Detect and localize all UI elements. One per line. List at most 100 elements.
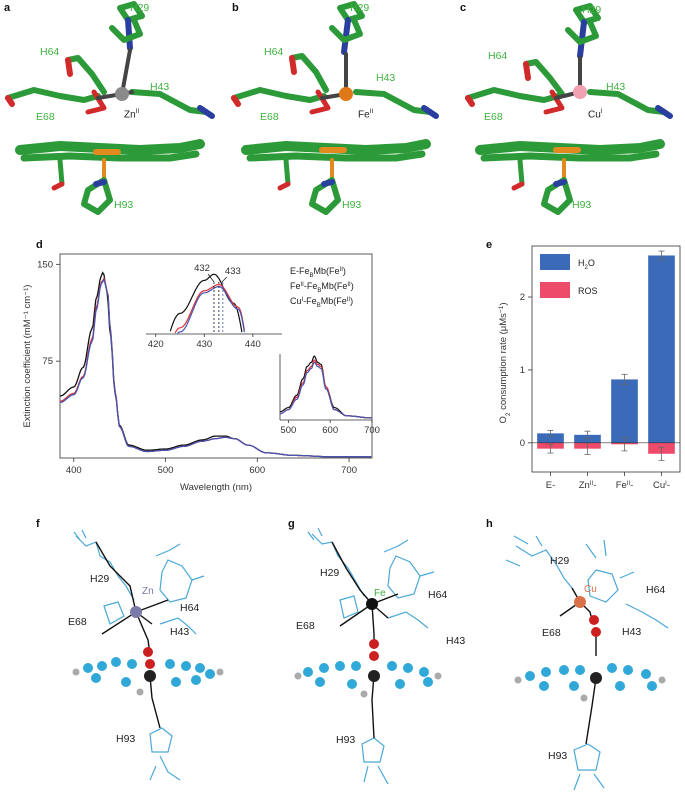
panel-b-structure: [231, 1, 439, 215]
panel-e-bar-chart: 0 1 2 O2 consumption rate (μMs−1) E- ZnII- FeI…: [498, 245, 681, 491]
e68-label: E68: [68, 616, 87, 628]
annotation-leader: [207, 273, 215, 283]
h93-label: H93: [116, 733, 136, 745]
panel-e-letter: e: [486, 239, 493, 251]
h93-label: H93: [572, 199, 592, 211]
plot-frame: [531, 245, 681, 473]
panel-a: a H29 H64 H43 E68 H93: [0, 0, 225, 225]
plot-frame: [59, 253, 373, 459]
metal-label: Zn: [142, 586, 154, 597]
h29-label: H29: [90, 573, 110, 585]
h93-label: H93: [114, 199, 134, 211]
y-tick-label: 0: [520, 438, 525, 449]
legend-swatch: [540, 282, 570, 298]
h64-label: H64: [180, 602, 200, 614]
legend-swatch: [540, 254, 570, 270]
h64-label: H64: [646, 584, 666, 596]
inset-x-tick-label: 420: [148, 339, 164, 350]
h64-label: H64: [488, 50, 508, 62]
zinc-atom: [130, 606, 142, 618]
inset-x-tick-label: 430: [196, 339, 212, 350]
zinc-atom: [115, 87, 129, 101]
panel-b-letter: b: [232, 2, 239, 14]
inset2-series-line-2: [280, 361, 372, 419]
panel-c: c H29 H64 H43 E68 H93 CuI: [456, 0, 685, 225]
inset2-x-tick-label: 600: [322, 425, 338, 436]
x-tick-label: FeII-: [616, 480, 634, 491]
panel-g-letter: g: [288, 518, 295, 530]
panel-d-spectrum-chart: 400 500 600 700 75 150 Wavelength (nm) Extincti…: [22, 253, 380, 493]
e68-label: E68: [36, 111, 55, 123]
legend-label: ROS: [578, 286, 598, 296]
panel-f-letter: f: [36, 518, 40, 530]
panel-f-model: [72, 529, 224, 781]
x-tick-label: ZnII-: [579, 480, 597, 491]
panel-g-model: [294, 527, 442, 785]
iron-atom: [339, 87, 353, 101]
series-line-2: [59, 278, 372, 458]
e68-label: E68: [484, 111, 503, 123]
peak-annotation-433: 433: [225, 266, 241, 277]
e68-label: E68: [296, 620, 315, 632]
inset-series-line-1: [174, 283, 245, 334]
peak-annotation-432: 432: [194, 263, 210, 274]
metal-label: ZnII: [124, 108, 140, 121]
inset-x-tick-label: 440: [245, 339, 261, 350]
legend-label: FeII-FeBMb(FeII): [290, 281, 354, 294]
y-tick-label: 75: [42, 356, 53, 367]
e68-label: E68: [542, 627, 561, 639]
panel-c-structure: [465, 3, 673, 215]
h43-label: H43: [170, 626, 190, 638]
x-axis-label: Wavelength (nm): [180, 482, 252, 493]
h93-label: H93: [548, 750, 568, 762]
bar-h2o: [537, 433, 564, 443]
h29-label: H29: [550, 555, 570, 567]
bar-h2o: [648, 255, 675, 443]
x-tick-label: 600: [249, 465, 265, 476]
panel-b: b H29 H64 H43 E68 H93 FeII: [228, 0, 453, 225]
h64-label: H64: [40, 46, 60, 58]
panel-f: f: [0, 516, 228, 800]
panel-c-letter: c: [460, 2, 467, 14]
inset2-x-tick-label: 700: [364, 425, 380, 436]
h29-label: H29: [582, 4, 602, 16]
h43-label: H43: [376, 72, 396, 84]
h43-label: H43: [150, 81, 170, 93]
h29-label: H29: [350, 2, 370, 14]
x-tick-label: E-: [546, 480, 556, 491]
panel-a-structure: [5, 1, 215, 215]
h43-label: H43: [606, 81, 626, 93]
h29-label: H29: [130, 2, 150, 14]
x-tick-label: 500: [158, 465, 174, 476]
copper-atom: [574, 596, 586, 608]
copper-atom: [573, 85, 587, 99]
y-tick-label: 2: [520, 292, 525, 303]
h93-label: H93: [336, 734, 356, 746]
x-tick-label: 400: [66, 465, 82, 476]
legend-label: E-FeBMb(FeII): [290, 266, 346, 279]
legend-label: CuI-FeBMb(FeII): [290, 296, 353, 309]
iron-atom: [366, 598, 378, 610]
x-tick-label: CuI-: [653, 480, 670, 491]
h43-label: H43: [622, 626, 642, 638]
panel-h-model: [505, 535, 669, 791]
h93-label: H93: [342, 199, 362, 211]
panel-h: h H29 H64: [456, 516, 685, 800]
metal-label: CuI: [588, 108, 603, 121]
h29-label: H29: [320, 567, 340, 579]
legend-label: H2O: [578, 258, 595, 271]
y-tick-label: 1: [520, 365, 525, 376]
y-axis-label: O2 consumption rate (μMs−1): [498, 302, 512, 423]
y-tick-label: 150: [37, 259, 53, 270]
panel-g: g: [228, 516, 465, 800]
e68-label: E68: [260, 111, 279, 123]
inset2-x-tick-label: 500: [280, 425, 296, 436]
x-tick-label: 700: [341, 465, 357, 476]
metal-label: FeII: [358, 108, 374, 121]
panel-a-letter: a: [4, 2, 11, 14]
bar-h2o: [611, 379, 638, 443]
panel-d-letter: d: [36, 239, 43, 251]
panel-h-letter: h: [486, 518, 493, 530]
metal-label: Fe: [374, 588, 386, 599]
h64-label: H64: [428, 589, 448, 601]
